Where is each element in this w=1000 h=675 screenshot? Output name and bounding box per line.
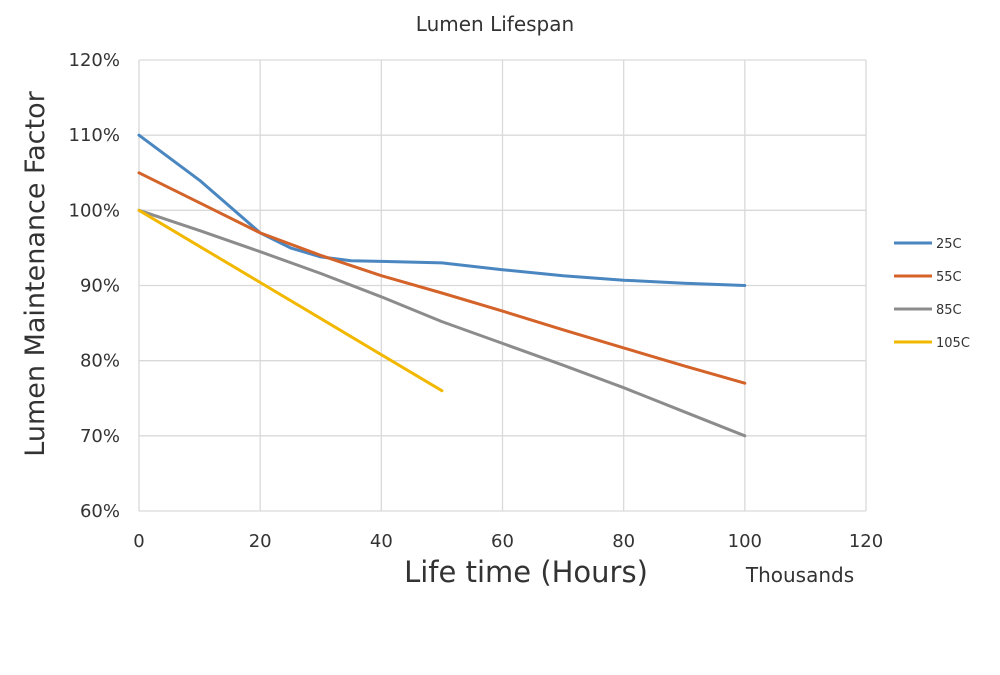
legend: 25C 55C 85C 105C — [894, 237, 970, 351]
grid — [138, 59, 867, 512]
series-lines — [137, 133, 747, 438]
y-axis-label: Lumen Maintenance Factor — [20, 90, 51, 456]
y-tick-label: 70% — [80, 426, 120, 447]
series-line-55C — [137, 171, 747, 385]
x-tick-label: 100 — [728, 531, 762, 552]
x-tick-label: 0 — [133, 531, 144, 552]
legend-label: 105C — [936, 336, 970, 351]
y-tick-label: 80% — [80, 351, 120, 372]
y-tick-label: 90% — [80, 276, 120, 297]
y-tick-label: 100% — [69, 200, 120, 221]
y-tick-label: 120% — [69, 50, 120, 71]
x-tick-label: 60 — [491, 531, 514, 552]
series-line-105C — [137, 208, 444, 393]
chart-title: Lumen Lifespan — [416, 12, 574, 36]
x-axis-unit: Thousands — [745, 563, 854, 587]
y-tick-label: 110% — [69, 125, 120, 146]
series-line-85C — [137, 208, 747, 438]
legend-label: 55C — [936, 270, 962, 285]
x-tick-labels: 0 20 40 60 80 100 120 — [133, 531, 883, 552]
y-tick-labels: 60% 70% 80% 90% 100% 110% 120% — [69, 50, 120, 522]
x-tick-label: 40 — [370, 531, 393, 552]
legend-label: 85C — [936, 303, 962, 318]
x-tick-label: 80 — [612, 531, 635, 552]
y-tick-label: 60% — [80, 501, 120, 522]
x-tick-label: 120 — [849, 531, 883, 552]
legend-label: 25C — [936, 237, 962, 252]
x-tick-label: 20 — [249, 531, 272, 552]
x-axis-label: Life time (Hours) — [404, 555, 648, 589]
